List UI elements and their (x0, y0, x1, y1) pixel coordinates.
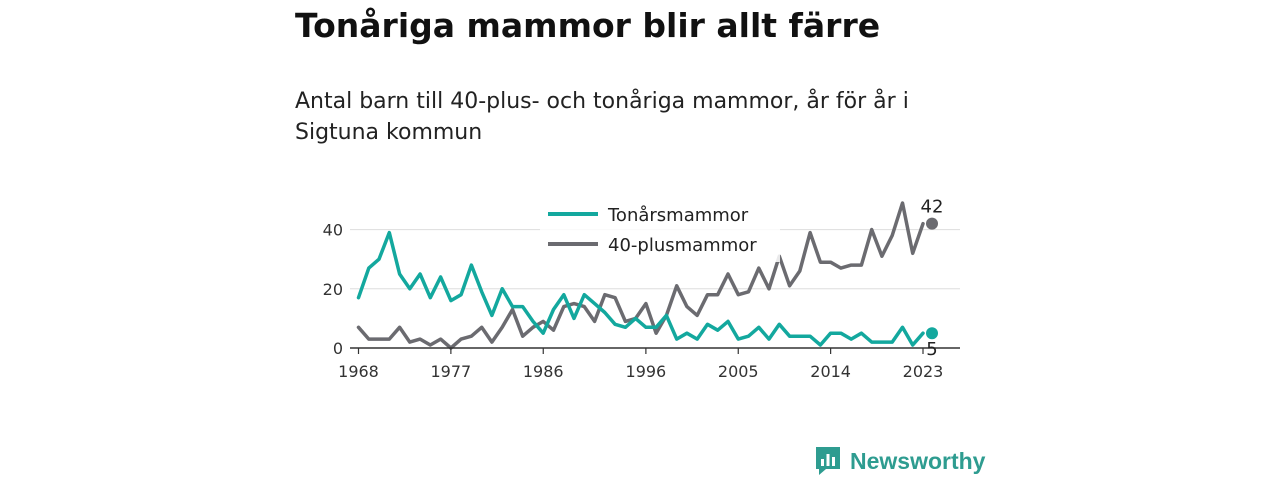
chart-subtitle: Antal barn till 40-plus- och tonåriga ma… (295, 89, 909, 145)
series-line-tonarsmammor (356, 230, 925, 347)
line-chart: 1968 1977 1986 1996 2005 2014 2023 0 20 40 Tonår… (323, 197, 960, 381)
end-value-label: 42 (921, 197, 944, 218)
newsworthy-logo-icon (816, 447, 840, 475)
end-point-marker (926, 327, 938, 340)
y-tick-label: 20 (323, 280, 343, 299)
legend-background (540, 198, 780, 262)
brand-name: Newsworthy (850, 447, 986, 474)
x-tick-label: 1968 (338, 362, 379, 381)
legend-label: 40-plusmammor (608, 235, 757, 256)
chart-title: Tonåriga mammor blir allt färre (295, 6, 881, 45)
y-tick-label: 40 (323, 221, 343, 240)
y-axis-ticks: 0 20 40 (323, 221, 343, 358)
end-point-marker (926, 217, 938, 230)
x-tick-label: 1996 (626, 362, 667, 381)
x-tick-label: 2014 (810, 362, 851, 381)
x-tick-label: 1986 (523, 362, 564, 381)
end-markers: 5 42 (921, 197, 944, 361)
x-tick-label: 1977 (431, 362, 472, 381)
x-axis-ticks: 1968 1977 1986 1996 2005 2014 2023 (338, 348, 943, 381)
series-layer (356, 201, 925, 350)
brand-logo: Newsworthy (814, 444, 985, 478)
legend-label: Tonårsmammor (607, 205, 749, 226)
end-value-label: 5 (926, 339, 937, 360)
x-tick-label: 2023 (903, 362, 944, 381)
series-line-40-plusmammor (356, 201, 925, 350)
x-tick-label: 2005 (718, 362, 759, 381)
legend: Tonårsmammor 40-plusmammor (540, 198, 780, 262)
y-tick-label: 0 (333, 339, 343, 358)
